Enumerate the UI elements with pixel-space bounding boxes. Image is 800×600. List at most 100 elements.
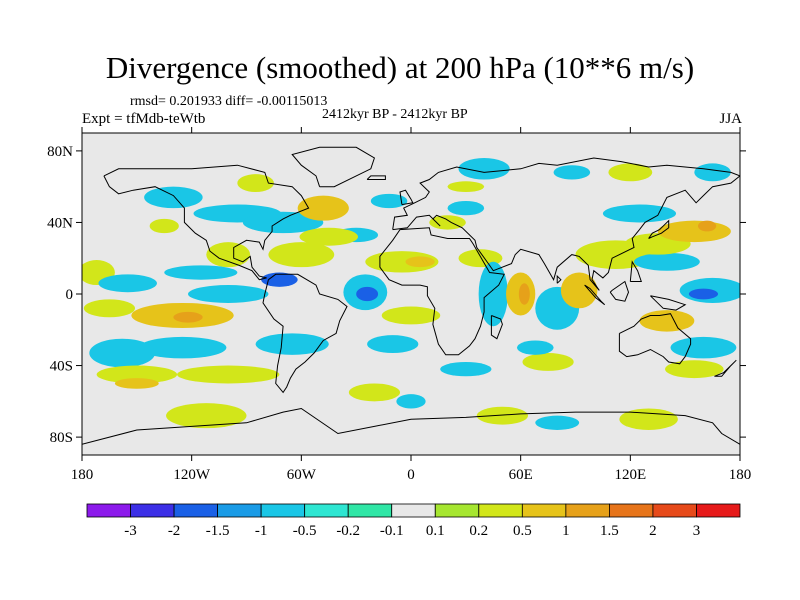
divergence-contour [297,195,349,221]
colorbar-swatch [478,503,523,518]
colorbar-label: 0.1 [426,523,445,539]
colorbar-label: 2 [649,523,657,539]
colorbar-swatch [609,503,654,518]
y-tick-label: 0 [66,287,74,303]
x-tick-label: 180 [729,467,752,483]
x-tick-label: 60E [509,467,533,483]
x-tick-label: 120W [173,467,211,483]
divergence-contour [405,256,435,268]
divergence-contour [188,285,269,303]
divergence-contour [164,265,238,280]
y-tick-label: 80N [47,144,73,160]
chart-title: Divergence (smoothed) at 200 hPa (10**6 … [105,50,695,85]
divergence-contour [166,403,247,429]
colorbar-swatch [86,503,131,518]
coastline [82,407,740,445]
coastline [648,219,670,239]
x-tick-label: 120E [614,467,646,483]
colorbar-label: 0.2 [469,523,488,539]
divergence-contour [665,360,724,379]
divergence-contour [144,186,203,209]
divergence-contour [670,336,737,359]
x-tick-label: 60W [287,467,317,483]
divergence-contour [348,383,401,402]
colorbar-label: -1 [255,523,268,539]
y-tick-label: 40N [47,215,73,231]
colorbar-label: 3 [693,523,701,539]
divergence-contour [447,200,485,216]
divergence-contour [96,365,178,384]
divergence-contour [261,272,298,287]
colorbar-swatch [304,503,349,518]
x-tick-label: 0 [407,467,415,483]
divergence-contour [89,338,156,368]
divergence-contour [381,306,441,325]
season-label: JJA [719,111,742,127]
divergence-contour [255,333,329,355]
coastline [556,274,562,284]
divergence-contour [429,215,466,230]
coastline [629,260,642,282]
coastline [399,189,414,206]
coastline [379,227,505,356]
divergence-contour [138,336,227,359]
colorbar-swatch [434,503,480,518]
colorbar-label: -1.5 [206,523,230,539]
y-tick-label: 40S [50,359,73,375]
colorbar-swatch [565,503,610,518]
colorbar-swatch [347,503,393,518]
coastline [584,284,606,306]
divergence-contour [367,335,419,354]
colorbar-swatch [217,503,262,518]
divergence-contour [688,288,719,300]
colorbar-label: 1 [562,523,570,539]
divergence-contour [299,227,358,246]
colorbar-label: -2 [168,523,181,539]
colorbar-swatch [260,503,306,518]
experiment-label: Expt = tfMdb-teWtb [82,111,206,127]
coastline [609,280,630,302]
colorbar-label: -0.2 [336,523,360,539]
divergence-contour [639,310,695,332]
coastline [490,315,503,340]
divergence-contour [365,251,439,273]
coastline [714,359,737,377]
divergence-contour [83,299,136,318]
coastline [291,146,376,188]
colorbar-swatch [521,503,567,518]
divergence-contour [518,283,530,305]
colorbar-swatch [652,503,697,518]
divergence-contour [458,158,510,180]
divergence-contour [370,193,408,209]
coastline [650,295,687,311]
divergence-contour [697,220,717,232]
divergence-contour [478,261,508,327]
divergence-contour [535,415,580,430]
divergence-contour [560,272,598,309]
divergence-contour [173,311,203,323]
period-label: 2412kyr BP - 2412kyr BP [322,107,468,122]
divergence-contour [149,218,179,234]
stats-text: rmsd= 0.201933 diff= -0.00115013 [130,94,328,109]
divergence-contour [602,204,677,223]
divergence-contour [522,353,574,371]
coastline [103,164,310,281]
colorbar-swatch [696,503,741,518]
divergence-contour [356,286,379,302]
divergence-contour [476,406,528,425]
colorbar-label: -0.1 [380,523,404,539]
coastline [618,313,692,365]
colorbar-label: 1.5 [600,523,619,539]
coastline [392,157,740,291]
colorbar-label: -0.5 [293,523,317,539]
divergence-contour [517,340,554,355]
divergence-contour [396,394,426,409]
divergence-contour [694,163,731,182]
colorbar-swatch [130,503,175,518]
divergence-contour [447,181,485,193]
colorbar-swatch [173,503,218,518]
y-tick-label: 80S [50,430,73,446]
colorbar-swatch [391,503,436,518]
coastline [366,175,386,180]
